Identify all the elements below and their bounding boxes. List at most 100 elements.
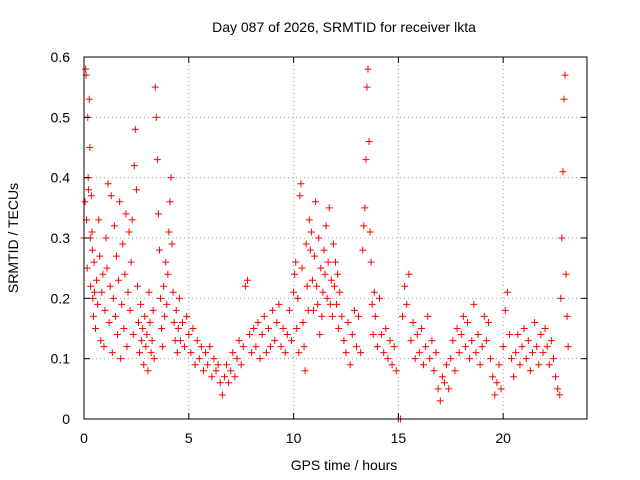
data-point: [459, 312, 467, 320]
data-point: [443, 361, 451, 369]
data-point: [199, 367, 207, 375]
data-point: [366, 228, 374, 236]
data-point: [109, 294, 117, 302]
x-tick-label: 15: [391, 430, 407, 446]
data-point: [208, 373, 216, 381]
data-point: [294, 294, 302, 302]
data-point: [158, 325, 166, 332]
data-point: [489, 373, 497, 381]
data-point: [85, 95, 93, 103]
data-point: [143, 331, 151, 339]
data-point: [355, 312, 363, 320]
data-point: [311, 252, 319, 260]
data-point: [139, 325, 147, 332]
data-point: [241, 282, 249, 290]
x-tick-label: 20: [495, 430, 511, 446]
data-point: [457, 331, 465, 339]
data-point: [214, 361, 222, 369]
data-point: [302, 240, 310, 248]
data-point: [348, 331, 356, 339]
data-point: [92, 325, 100, 332]
data-point: [512, 349, 520, 357]
data-point: [401, 282, 409, 290]
data-point: [487, 355, 495, 363]
data-point: [159, 343, 167, 351]
data-point: [336, 288, 344, 296]
data-point: [301, 367, 309, 375]
data-point: [561, 71, 569, 79]
data-point: [218, 391, 226, 399]
data-point: [514, 331, 522, 339]
data-point: [216, 379, 224, 387]
data-point: [173, 349, 181, 357]
data-point: [101, 306, 109, 314]
data-point: [556, 391, 564, 399]
data-point: [420, 361, 428, 369]
data-point: [384, 355, 392, 363]
data-point: [328, 312, 336, 320]
data-point: [316, 331, 324, 339]
data-point: [357, 349, 365, 357]
data-point: [380, 349, 388, 357]
data-point: [128, 216, 136, 224]
data-point: [298, 264, 306, 272]
data-point: [335, 325, 343, 332]
y-tick-label: 0.3: [51, 230, 71, 246]
data-point: [94, 300, 102, 308]
data-point: [497, 385, 505, 393]
data-point: [260, 312, 268, 320]
data-point: [252, 343, 260, 351]
data-point: [503, 288, 511, 296]
data-point: [495, 361, 503, 369]
data-point: [560, 95, 568, 103]
data-point: [293, 325, 301, 332]
data-point: [535, 361, 543, 369]
data-point: [403, 300, 411, 308]
data-point: [480, 312, 488, 320]
data-point: [388, 361, 396, 369]
data-point: [417, 325, 425, 332]
data-point: [269, 306, 277, 314]
data-point: [150, 355, 158, 363]
data-point: [436, 397, 444, 405]
data-point: [149, 306, 157, 314]
data-point: [516, 361, 524, 369]
data-point: [470, 300, 478, 308]
data-point: [386, 337, 394, 345]
data-point: [258, 331, 266, 339]
x-tick-label: 0: [80, 430, 88, 446]
data-point: [125, 228, 133, 236]
data-point: [122, 210, 130, 218]
data-point: [350, 306, 358, 314]
data-point: [152, 113, 160, 121]
data-point: [271, 337, 279, 345]
data-point: [189, 325, 197, 332]
data-point: [309, 306, 317, 314]
data-point: [413, 331, 421, 339]
data-point: [411, 355, 419, 363]
data-point: [476, 361, 484, 369]
data-point: [424, 312, 432, 320]
data-point: [97, 337, 105, 345]
x-axis-label: GPS time / hours: [291, 457, 398, 473]
data-point: [368, 300, 376, 308]
data-point: [133, 282, 141, 290]
data-point: [290, 288, 298, 296]
data-point: [95, 216, 103, 224]
data-point: [141, 312, 149, 320]
data-point: [455, 349, 463, 357]
data-point: [87, 282, 95, 290]
data-point: [552, 373, 560, 381]
data-point: [165, 228, 173, 236]
data-point: [369, 331, 377, 339]
chart-title: Day 087 of 2026, SRMTID for receiver lkt…: [212, 19, 476, 35]
data-point: [156, 294, 164, 302]
data-point: [545, 361, 553, 369]
data-point: [129, 331, 137, 339]
data-point: [533, 343, 541, 351]
data-point: [103, 264, 111, 272]
data-point: [447, 355, 455, 363]
data-point: [231, 373, 239, 381]
data-point: [131, 125, 139, 133]
data-point: [320, 246, 328, 254]
